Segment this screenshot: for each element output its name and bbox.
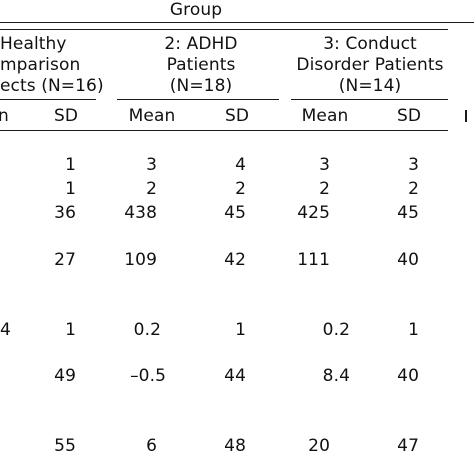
table-cell: 44 bbox=[224, 366, 246, 386]
group2-header-line2: Patients bbox=[166, 55, 236, 75]
table-cell: 1 bbox=[65, 320, 76, 340]
group3-header-line1: 3: Conduct bbox=[323, 34, 417, 54]
col-stat-label: SD bbox=[224, 106, 250, 126]
table-cell: 425 bbox=[297, 203, 330, 223]
table-cell: 2 bbox=[319, 179, 330, 199]
table-cell: 2 bbox=[408, 179, 419, 199]
col-stat-label: Mean bbox=[128, 106, 176, 126]
group-rule bbox=[0, 29, 448, 30]
table-cell: 40 bbox=[397, 250, 419, 270]
group1-header-line2: mparison bbox=[0, 55, 81, 75]
table-cell: 0.2 bbox=[322, 320, 350, 340]
col-stat-label: SD bbox=[396, 106, 422, 126]
table-cell: 48 bbox=[224, 436, 246, 456]
table-cell: 0.2 bbox=[133, 320, 161, 340]
table-cell: 1 bbox=[408, 320, 419, 340]
row-left-fragment: 4 bbox=[0, 320, 11, 340]
group3-rule bbox=[291, 99, 448, 100]
table-cell: 111 bbox=[297, 250, 330, 270]
group1-rule bbox=[0, 99, 96, 100]
col-stat-label: SD bbox=[53, 106, 79, 126]
table-cell: 1 bbox=[235, 320, 246, 340]
table-cell: –0.5 bbox=[130, 366, 166, 386]
group2-header-line3: (N=18) bbox=[169, 76, 233, 96]
table-cell: 1 bbox=[65, 155, 76, 175]
top-rule bbox=[0, 22, 474, 23]
table-cell: 45 bbox=[397, 203, 419, 223]
col-stat-label: Mean bbox=[301, 106, 349, 126]
table-cell: 1 bbox=[65, 179, 76, 199]
group2-rule bbox=[117, 99, 279, 100]
group1-header-line3: ects (N=16) bbox=[0, 76, 104, 96]
table-cell: 109 bbox=[124, 250, 157, 270]
group3-header-line2: Disorder Patients bbox=[296, 55, 444, 75]
table-cell: 8.4 bbox=[322, 366, 350, 386]
table-cell: 55 bbox=[54, 436, 76, 456]
table-cell: 40 bbox=[397, 366, 419, 386]
table-cell: 3 bbox=[408, 155, 419, 175]
table-cell: 2 bbox=[235, 179, 246, 199]
table-cell: 42 bbox=[224, 250, 246, 270]
table-cell: 49 bbox=[54, 366, 76, 386]
table-cell: 4 bbox=[235, 155, 246, 175]
table-cell: 3 bbox=[319, 155, 330, 175]
subheader-rule bbox=[0, 130, 448, 131]
table-cell: 438 bbox=[124, 203, 157, 223]
group3-header-line3: (N=14) bbox=[338, 76, 402, 96]
table-cell: 20 bbox=[308, 436, 330, 456]
group2-header-line1: 2: ADHD bbox=[164, 34, 238, 54]
table-cell: 6 bbox=[146, 436, 157, 456]
group1-header-line1: Healthy bbox=[0, 34, 67, 54]
table-cell: 36 bbox=[54, 203, 76, 223]
group-header: Group bbox=[169, 0, 223, 20]
table-cell: 47 bbox=[397, 436, 419, 456]
col-stat-label: n bbox=[0, 106, 9, 126]
edge-tick bbox=[465, 110, 467, 122]
table-cell: 2 bbox=[146, 179, 157, 199]
table-cell: 27 bbox=[54, 250, 76, 270]
table-cell: 45 bbox=[224, 203, 246, 223]
table-cell: 3 bbox=[146, 155, 157, 175]
